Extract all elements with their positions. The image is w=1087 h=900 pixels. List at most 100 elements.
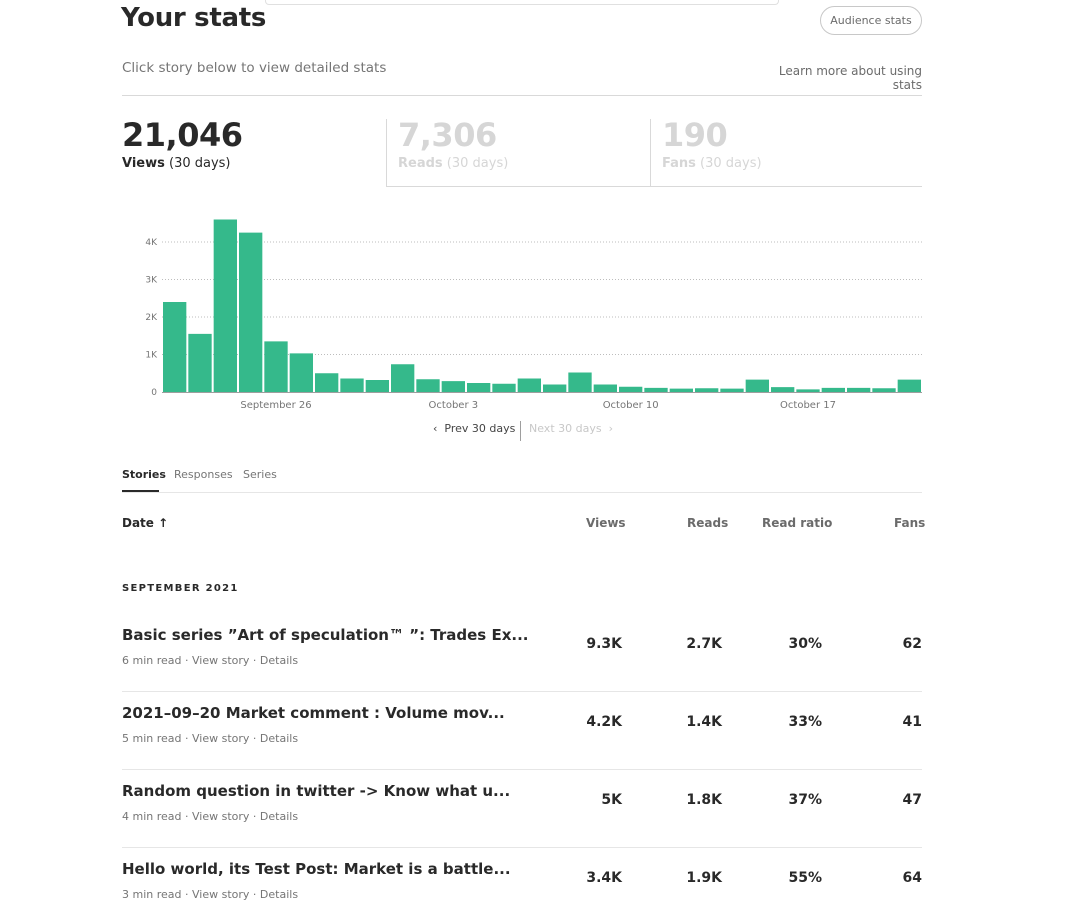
chart-bar[interactable]: [593, 384, 617, 393]
tab-responses[interactable]: Responses: [174, 468, 233, 481]
chart-bar[interactable]: [695, 388, 719, 392]
views-value: 5K: [601, 792, 622, 808]
metric-fans-label: Fans (30 days): [662, 156, 762, 171]
x-tick-label: October 10: [603, 400, 659, 411]
page-subtitle: Click story below to view detailed stats: [122, 60, 387, 76]
chart-bar[interactable]: [213, 219, 237, 393]
story-meta: 3 min read · View story · Details: [122, 888, 299, 900]
read-ratio-value: 55%: [788, 870, 822, 886]
table-row[interactable]: Basic series ”Art of speculation™ ”: Tra…: [122, 614, 922, 692]
chart-bar[interactable]: [872, 388, 896, 392]
view-story-link[interactable]: View story: [192, 654, 250, 667]
metric-fans[interactable]: 190 Fans (30 days): [662, 116, 762, 171]
views-value: 9.3K: [586, 636, 622, 652]
fans-value: 64: [902, 870, 922, 886]
read-time: 6 min read: [122, 654, 182, 667]
story-meta: 5 min read · View story · Details: [122, 732, 299, 745]
tab-series[interactable]: Series: [243, 468, 277, 481]
chart-bar[interactable]: [897, 379, 921, 392]
metric-reads[interactable]: 7,306 Reads (30 days): [398, 116, 508, 171]
chart-bar[interactable]: [821, 387, 845, 392]
metric-reads-value: 7,306: [398, 116, 497, 154]
y-tick-label: 1K: [145, 351, 158, 361]
page-title: Your stats: [121, 3, 267, 33]
views-value: 4.2K: [586, 714, 622, 730]
chart-bar[interactable]: [796, 389, 820, 392]
chart-bar[interactable]: [619, 386, 643, 392]
x-tick-label: October 3: [429, 400, 479, 411]
chart-bar[interactable]: [669, 388, 693, 392]
read-time: 4 min read: [122, 810, 182, 823]
story-title[interactable]: 2021–09–20 Market comment : Volume mov..…: [122, 704, 505, 722]
y-tick-label: 0: [151, 388, 157, 398]
details-link[interactable]: Details: [259, 654, 299, 667]
chart-bar[interactable]: [264, 341, 288, 392]
chart-bar[interactable]: [467, 383, 491, 392]
tab-stories[interactable]: Stories: [122, 468, 166, 481]
views-value: 3.4K: [586, 870, 622, 886]
metric-reads-label: Reads (30 days): [398, 156, 509, 171]
read-time: 5 min read: [122, 732, 182, 745]
chart-bar[interactable]: [239, 232, 263, 392]
details-link[interactable]: Details: [259, 888, 299, 900]
table-row[interactable]: 2021–09–20 Market comment : Volume mov..…: [122, 692, 922, 770]
chart-bar[interactable]: [441, 381, 465, 392]
fans-value: 62: [902, 636, 922, 652]
table-row[interactable]: Random question in twitter -> Know what …: [122, 770, 922, 848]
fans-value: 41: [902, 714, 922, 730]
chart-bar[interactable]: [163, 302, 187, 392]
reads-value: 1.9K: [686, 870, 722, 886]
chart-bar[interactable]: [315, 373, 339, 392]
chart-bar[interactable]: [340, 378, 364, 393]
learn-more-link[interactable]: Learn more about using stats: [778, 64, 922, 92]
chevron-left-icon: ‹: [433, 422, 438, 435]
active-tab-indicator: [122, 490, 159, 492]
metric-fans-value: 190: [662, 116, 728, 154]
prev-30-days-button[interactable]: ‹ Prev 30 days: [433, 422, 516, 435]
chart-bar[interactable]: [771, 387, 795, 392]
metric-views-value: 21,046: [122, 116, 243, 154]
chart-bar[interactable]: [416, 379, 440, 392]
chart-bar[interactable]: [365, 380, 389, 392]
fans-metric-box: [650, 119, 922, 187]
details-link[interactable]: Details: [259, 732, 299, 745]
chart-bar[interactable]: [568, 372, 592, 393]
chart-bar[interactable]: [543, 384, 567, 393]
view-story-link[interactable]: View story: [192, 810, 250, 823]
read-time: 3 min read: [122, 888, 182, 900]
chart-bar[interactable]: [644, 387, 668, 392]
read-ratio-header: Read ratio: [762, 516, 833, 530]
fans-value: 47: [902, 792, 922, 808]
date-sort-header[interactable]: Date ↑: [122, 516, 169, 530]
view-story-link[interactable]: View story: [192, 888, 250, 900]
reads-header: Reads: [687, 516, 729, 530]
arrow-up-icon: ↑: [158, 516, 169, 530]
reads-value: 1.4K: [686, 714, 722, 730]
y-tick-label: 2K: [145, 313, 158, 323]
chart-bar[interactable]: [289, 353, 313, 392]
reads-value: 1.8K: [686, 792, 722, 808]
story-title[interactable]: Random question in twitter -> Know what …: [122, 782, 511, 800]
divider: [122, 492, 922, 493]
table-row[interactable]: Hello world, its Test Post: Market is a …: [122, 848, 922, 900]
metric-views[interactable]: 21,046 Views (30 days): [122, 116, 243, 171]
y-tick-label: 4K: [145, 238, 158, 248]
chart-bar[interactable]: [745, 379, 769, 392]
chart-bar[interactable]: [720, 388, 744, 392]
fans-header: Fans: [894, 516, 926, 530]
view-story-link[interactable]: View story: [192, 732, 250, 745]
details-link[interactable]: Details: [259, 810, 299, 823]
story-title[interactable]: Basic series ”Art of speculation™ ”: Tra…: [122, 626, 529, 644]
story-meta: 4 min read · View story · Details: [122, 810, 299, 823]
next-30-days-button: Next 30 days ›: [529, 422, 613, 435]
chart-bar[interactable]: [517, 378, 541, 393]
chart-bar[interactable]: [492, 383, 516, 392]
chart-bar[interactable]: [847, 387, 871, 392]
audience-stats-button[interactable]: Audience stats: [820, 6, 922, 35]
views-bar-chart: 0 1K 2K 3K 4K September 26 October 3 October 10…: [145, 219, 922, 411]
divider: [122, 95, 922, 96]
story-meta: 6 min read · View story · Details: [122, 654, 299, 667]
chart-bar[interactable]: [188, 333, 212, 392]
chart-bar[interactable]: [391, 364, 415, 392]
story-title[interactable]: Hello world, its Test Post: Market is a …: [122, 860, 511, 878]
